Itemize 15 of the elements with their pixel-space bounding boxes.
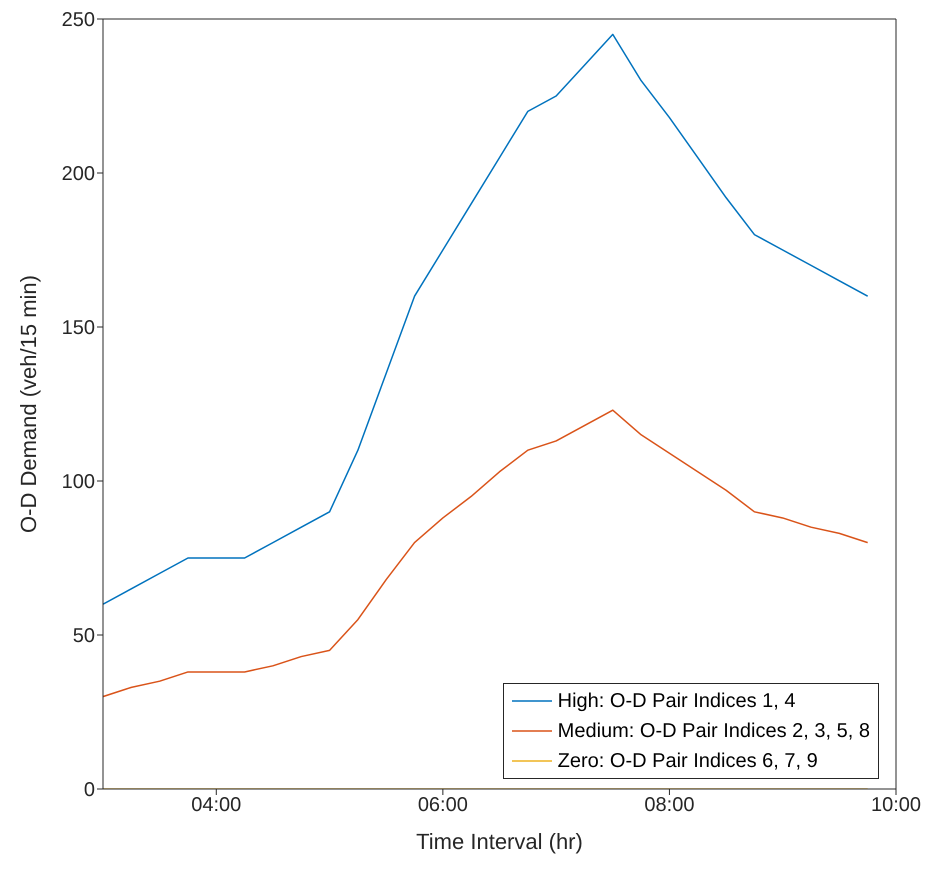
y-tick-label: 0 [84, 779, 95, 802]
y-tick-label: 100 [62, 471, 95, 494]
y-tick-label: 250 [62, 9, 95, 32]
y-tick-label: 50 [72, 625, 95, 648]
legend-label: Zero: O-D Pair Indices 6, 7, 9 [558, 749, 818, 774]
y-tick-label: 200 [62, 163, 95, 186]
y-axis-title: O-D Demand (veh/15 min) [16, 275, 41, 533]
legend-label: High: O-D Pair Indices 1, 4 [558, 689, 796, 714]
y-tick-label: 150 [62, 317, 95, 340]
x-tick-label: 06:00 [418, 794, 468, 816]
x-tick-label: 04:00 [191, 794, 242, 816]
x-tick-label: 08:00 [644, 794, 694, 816]
x-axis-title: Time Interval (hr) [416, 829, 583, 854]
x-tick-label: 10:00 [870, 794, 922, 816]
legend-label: Medium: O-D Pair Indices 2, 3, 5, 8 [558, 719, 870, 744]
